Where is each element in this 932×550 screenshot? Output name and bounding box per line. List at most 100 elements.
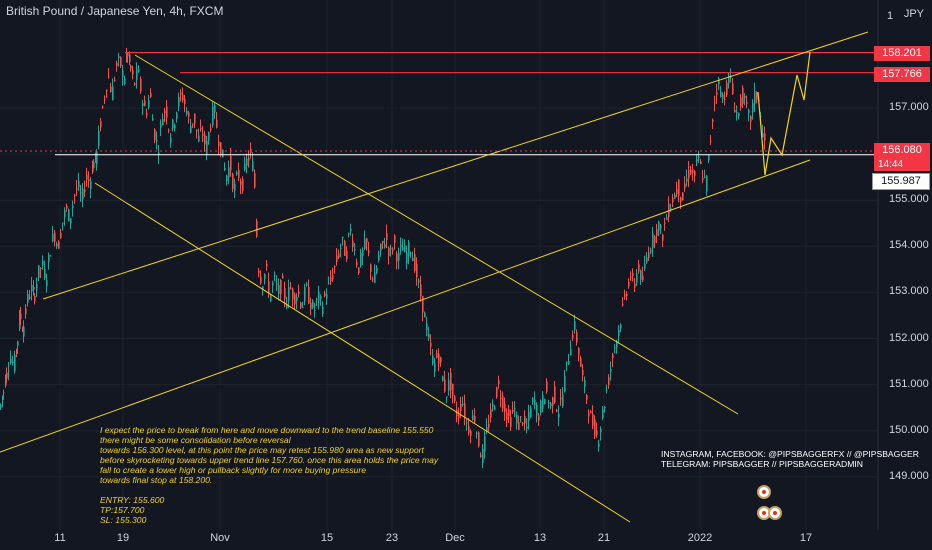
candle-down (268, 281, 270, 294)
candle-up (670, 208, 672, 211)
candle-down (200, 128, 202, 130)
candle-up (176, 112, 178, 119)
candle-down (512, 409, 514, 412)
candle-up (68, 209, 70, 221)
y-tick-label: 149.000 (889, 469, 929, 482)
descending-lower-line (94, 182, 631, 523)
candle-up (72, 205, 74, 209)
candle-up (364, 238, 366, 249)
candle-up (674, 194, 676, 199)
candle-down (324, 293, 326, 297)
candle-up (402, 247, 404, 251)
candle-up (318, 291, 320, 301)
candle-down (396, 253, 398, 262)
candle-up (424, 312, 426, 318)
candle-up (320, 296, 322, 299)
candle-up (550, 402, 552, 406)
candle-down (180, 92, 182, 95)
candle-up (29, 296, 31, 299)
entry-level: ENTRY: 155.600 (100, 495, 165, 505)
candle-up (404, 245, 406, 252)
candle-down (470, 430, 472, 436)
currency-unit: JPY (903, 8, 924, 20)
candle-down (166, 106, 168, 118)
candle-up (482, 449, 484, 464)
candle-up (520, 416, 522, 418)
candle-up (718, 78, 720, 85)
price-tag-158201: 158.201 (874, 46, 930, 61)
candle-up (562, 394, 564, 407)
candle-up (564, 376, 566, 392)
candle-up (472, 415, 474, 420)
candle-up (158, 152, 160, 155)
candle-up (516, 414, 518, 424)
candle-down (182, 94, 184, 101)
candle-down (688, 169, 690, 179)
candle-down (140, 78, 142, 92)
candle-down (256, 220, 258, 237)
candle-down (33, 287, 35, 290)
candle-down (560, 397, 562, 400)
candle-down (552, 397, 554, 406)
candle-down (282, 275, 284, 279)
price-tag-155987: 155.987 (872, 173, 930, 190)
candle-up (342, 236, 344, 238)
candle-up (548, 402, 550, 404)
candle-up (19, 314, 21, 329)
candle-up (178, 96, 180, 107)
candle-down (194, 113, 196, 124)
candle-up (558, 413, 560, 418)
candle-down (292, 288, 294, 300)
candle-down (742, 87, 744, 104)
candle-down (60, 232, 62, 238)
candle-up (736, 111, 738, 113)
candle-down (290, 288, 292, 290)
candle-up (530, 407, 532, 418)
candle-down (746, 102, 748, 104)
social-handles: INSTAGRAM, FACEBOOK: @PIPSBAGGERFX // @P… (661, 449, 919, 469)
candle-down (86, 174, 88, 180)
candle-down (356, 262, 358, 266)
x-tick-label: 2022 (687, 532, 713, 544)
x-tick-label: 15 (320, 532, 334, 544)
candle-down (280, 280, 282, 295)
event-flag-icon[interactable] (757, 485, 771, 499)
candle-up (620, 324, 622, 329)
candle-down (370, 264, 372, 272)
candle-down (220, 142, 222, 156)
candle-down (5, 378, 7, 386)
candle-down (734, 109, 736, 113)
candle-up (236, 172, 238, 175)
candle-up (304, 287, 306, 302)
candle-down (6, 372, 8, 379)
event-flag-icon[interactable] (768, 506, 782, 520)
candle-down (242, 179, 244, 191)
candle-up (646, 257, 648, 263)
note-line: towards 156.300 level, at this point the… (100, 445, 424, 455)
candle-up (606, 390, 608, 392)
candle-down (22, 330, 24, 332)
candle-up (390, 248, 392, 250)
candle-up (276, 283, 278, 285)
candle-up (12, 362, 14, 364)
candle-up (354, 249, 356, 251)
channel-lower-line (0, 159, 811, 453)
candle-up (52, 233, 54, 242)
candle-up (636, 273, 638, 283)
candle-up (412, 257, 414, 262)
candle-down (126, 55, 128, 57)
candle-up (46, 279, 48, 287)
candle-down (106, 89, 108, 92)
candle-up (17, 341, 19, 346)
candle-up (190, 125, 192, 133)
candle-down (588, 413, 590, 417)
tp-level: TP:157.700 (100, 505, 145, 515)
candle-up (214, 104, 216, 113)
candle-up (228, 167, 230, 178)
candle-down (700, 161, 702, 165)
candle-up (264, 274, 266, 280)
candle-down (626, 293, 628, 296)
candle-up (82, 188, 84, 200)
candle-down (260, 276, 262, 284)
candle-down (202, 134, 204, 136)
